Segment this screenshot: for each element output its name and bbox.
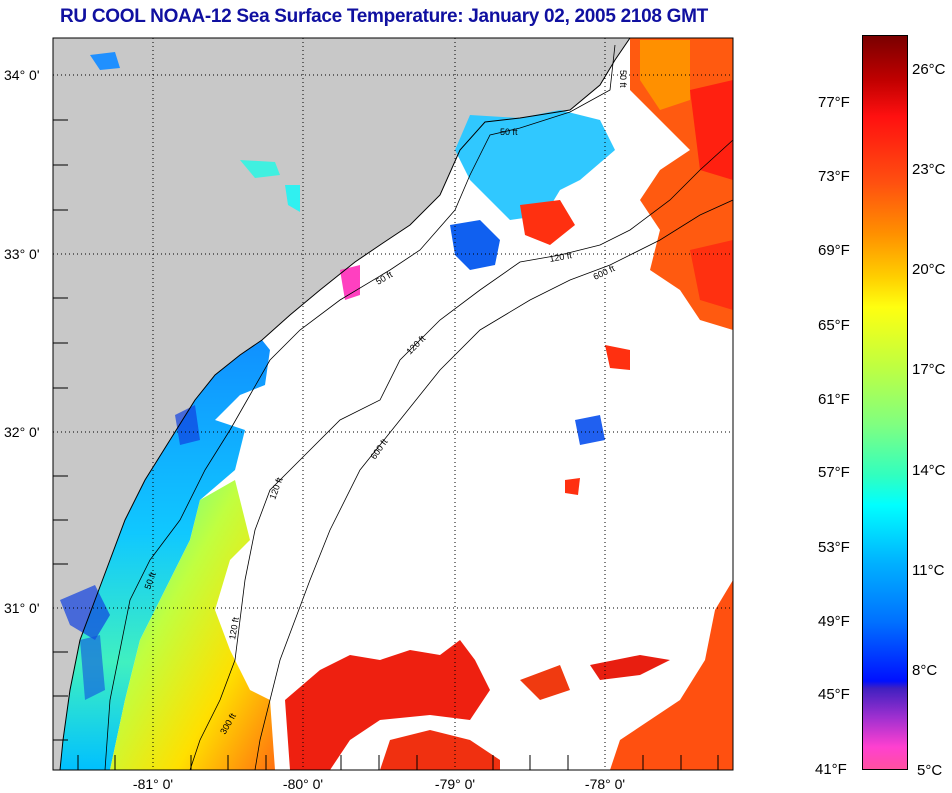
colorbar-label-f: 53°F: [818, 539, 850, 556]
lon-label: -80° 0': [283, 776, 323, 792]
cool-water-cluster: [520, 200, 575, 245]
map-title: RU COOL NOAA-12 Sea Surface Temperature:…: [60, 6, 708, 27]
small-blue-patch: [90, 52, 120, 70]
contour-label: 120 ft: [227, 616, 241, 640]
dark-blue-patch: [80, 635, 105, 700]
land: [53, 38, 630, 770]
inland-patch: [285, 185, 300, 212]
colorbar-label-c: 26°C: [912, 61, 946, 78]
gulf-stream-warm-water: [610, 580, 733, 770]
colorbar-label-c: 14°C: [912, 462, 946, 479]
dark-blue-patch: [175, 405, 200, 445]
colorbar-label-f: 77°F: [818, 94, 850, 111]
contour-120ft: [189, 139, 733, 770]
contour-600ft: [254, 199, 733, 770]
contour-label: 50 ft: [618, 70, 628, 88]
lat-label: 33° 0': [4, 246, 40, 262]
contour-label: 120 ft: [549, 250, 573, 264]
colorbar-label-f: 57°F: [818, 464, 850, 481]
lon-label: -78° 0': [585, 776, 625, 792]
colorbar-label-c: 8°C: [912, 662, 938, 679]
offshore-warm-water: [690, 80, 733, 180]
coastal-cool-water: [60, 340, 270, 770]
colorbar: [862, 35, 908, 770]
warm-patch: [575, 415, 605, 445]
colorbar-label-f: 45°F: [818, 686, 850, 703]
colorbar-label-f: 41°F: [815, 761, 847, 778]
colorbar-label-f: 73°F: [818, 168, 850, 185]
lat-label: 31° 0': [4, 600, 40, 616]
shelf-warm-water: [110, 480, 275, 770]
warm-patch: [565, 478, 580, 495]
gridlines: [53, 38, 733, 770]
colorbar-label-c: 23°C: [912, 161, 946, 178]
warm-patch: [605, 345, 630, 370]
inland-patch: [240, 160, 280, 178]
cool-water-cluster: [455, 110, 615, 220]
colorbar-label-c: 5°C: [917, 762, 943, 779]
lat-label: 34° 0': [4, 67, 40, 83]
colorbar-label-c: 11°C: [912, 562, 945, 579]
colorbar-label-f: 65°F: [818, 317, 850, 334]
colorbar-label-c: 17°C: [912, 361, 946, 378]
gulf-stream-warm-water: [590, 655, 670, 680]
gulf-stream-warm-water: [285, 640, 490, 770]
gulf-stream-warm-water: [520, 665, 570, 700]
cool-water-cluster: [450, 220, 500, 270]
axis-ticks: [53, 119, 719, 770]
colorbar-label-f: 69°F: [818, 242, 850, 259]
contour-50ft: [104, 44, 616, 770]
colorbar-label-f: 61°F: [818, 391, 850, 408]
map-frame: [52, 37, 734, 771]
gulf-stream-warm-water: [380, 730, 500, 770]
colorbar-label-f: 49°F: [818, 613, 850, 630]
lat-label: 32° 0': [4, 424, 40, 440]
coastline: [59, 38, 631, 770]
contour-label: 50 ft: [500, 127, 518, 137]
lon-label: -81° 0': [133, 776, 173, 792]
lon-label: -79° 0': [435, 776, 475, 792]
offshore-warm-water: [690, 240, 733, 310]
colorbar-label-c: 20°C: [912, 261, 946, 278]
dark-blue-patch: [60, 585, 110, 640]
